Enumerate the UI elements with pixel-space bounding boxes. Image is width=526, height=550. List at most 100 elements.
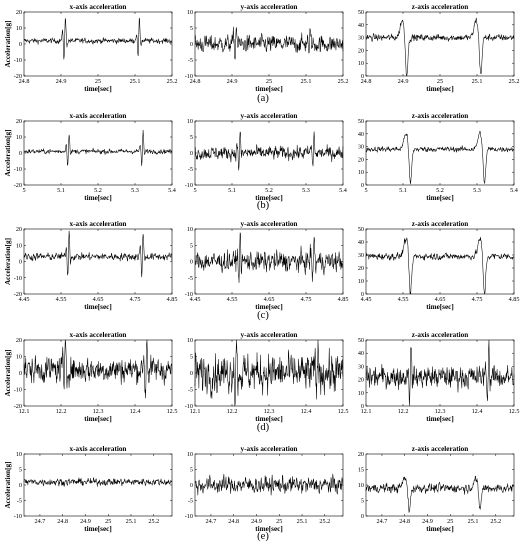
y-tick-label: 20 (16, 9, 22, 16)
x-tick-label: 24.8 (190, 78, 201, 85)
x-axis-label: time[sec] (426, 525, 454, 533)
x-tick-label: 24.7 (206, 518, 217, 525)
y-tick-label: 0 (361, 403, 364, 410)
series-line (365, 130, 515, 185)
plot-frame (365, 228, 515, 295)
y-axis-label: Acceleration[g] (4, 349, 12, 396)
y-tick-label: 10 (16, 451, 22, 458)
series-line (23, 129, 173, 167)
x-tick-label: 25.2 (148, 518, 159, 525)
x-axis-label: time[sec] (255, 415, 283, 423)
x-tick-label: 24.9 (398, 78, 409, 85)
y-tick-label: -10 (14, 275, 22, 282)
x-axis-label: time[sec] (255, 525, 283, 533)
y-tick-label: 40 (358, 350, 364, 357)
y-tick-label: 15 (358, 467, 364, 474)
y-tick-label: -10 (185, 73, 193, 80)
x-axis-label: time[sec] (84, 303, 112, 311)
row-caption: (e) (257, 531, 269, 542)
y-tick-label: 0 (190, 482, 193, 489)
y-tick-label: 20 (358, 377, 364, 384)
x-tick-label: 25.1 (472, 78, 483, 85)
series-line (365, 17, 515, 77)
x-tick-label: 25.2 (509, 78, 520, 85)
row-caption: (c) (257, 310, 269, 321)
y-tick-label: 20 (16, 337, 22, 344)
y-tick-label: 10 (358, 169, 364, 176)
panel-title: x-axis acceleration (70, 112, 127, 120)
y-tick-label: 0 (19, 259, 22, 266)
plot-frame (365, 339, 515, 407)
row-caption: (b) (257, 200, 270, 211)
x-tick-label: 5.2 (436, 187, 444, 194)
x-tick-label: 24.7 (377, 518, 388, 525)
y-tick-label: -10 (185, 513, 193, 520)
plot-frame (365, 120, 515, 186)
y-tick-label: 20 (358, 451, 364, 458)
panel-title: z-axis acceleration (412, 220, 468, 228)
x-tick-label: 25.1 (130, 78, 141, 85)
x-tick-label: 25 (437, 78, 443, 85)
series-line (365, 236, 515, 295)
panel-title: y-axis acceleration (241, 331, 298, 339)
x-tick-label: 25 (447, 518, 453, 525)
y-tick-label: 0 (19, 150, 22, 157)
x-tick-label: 5 (364, 187, 367, 194)
x-tick-label: 24.8 (228, 518, 239, 525)
y-tick-label: 10 (187, 226, 193, 233)
x-tick-label: 25.2 (319, 518, 330, 525)
x-tick-label: 25 (266, 78, 272, 85)
x-tick-label: 25.2 (167, 78, 178, 85)
y-tick-label: -10 (185, 403, 193, 410)
y-tick-label: 30 (358, 252, 364, 259)
y-tick-label: 0 (361, 73, 364, 80)
panel-title: y-axis acceleration (241, 112, 298, 120)
y-tick-label: 40 (358, 131, 364, 138)
y-tick-label: 50 (358, 226, 364, 233)
y-tick-label: -5 (188, 57, 193, 64)
series-line (23, 17, 173, 60)
y-tick-label: 0 (190, 150, 193, 157)
y-tick-label: 10 (358, 390, 364, 397)
panel-title: x-axis acceleration (70, 331, 127, 339)
y-tick-label: -20 (14, 291, 22, 298)
panel-1-3: z-axis acceleration 24.8 24.9 25 25.1 25.2 0 10… (358, 3, 520, 93)
y-tick-label: -5 (188, 498, 193, 505)
x-tick-label: 24.8 (399, 518, 410, 525)
y-tick-label: 0 (361, 513, 364, 520)
series-line (23, 339, 173, 399)
series-line (194, 26, 344, 60)
series-line (23, 477, 173, 487)
y-tick-label: 10 (16, 134, 22, 141)
y-tick-label: 30 (358, 35, 364, 42)
x-tick-label: 5.1 (399, 187, 407, 194)
plot-frame (365, 11, 515, 77)
x-tick-label: 25.1 (126, 518, 137, 525)
y-tick-label: 10 (358, 60, 364, 67)
y-tick-label: -5 (188, 275, 193, 282)
panel-3-2: y-axis acceleration 4.45 4.55 4.65 4.75 4.85 -… (185, 220, 349, 311)
y-tick-label: -20 (14, 403, 22, 410)
y-tick-label: -10 (14, 513, 22, 520)
panel-title: z-axis acceleration (412, 331, 468, 339)
y-tick-label: 10 (187, 9, 193, 16)
panel-title: z-axis acceleration (412, 112, 468, 120)
y-tick-label: -10 (14, 166, 22, 173)
x-tick-label: 12.5 (509, 408, 520, 415)
panel-title: z-axis acceleration (412, 445, 468, 453)
x-axis-label: time[sec] (426, 194, 454, 202)
panel-5-1: x-axis acceleration 24.7 24.8 24.9 25 25.1 25.… (4, 445, 173, 533)
x-tick-label: 5.1 (57, 187, 65, 194)
y-tick-label: 10 (187, 337, 193, 344)
x-tick-label: 12.4 (130, 408, 141, 415)
x-tick-label: 24.8 (361, 78, 372, 85)
y-tick-label: 0 (190, 41, 193, 48)
y-tick-label: 20 (358, 156, 364, 163)
y-tick-label: 50 (358, 9, 364, 16)
y-tick-label: 50 (358, 118, 364, 125)
x-tick-label: 5.2 (265, 187, 273, 194)
y-axis-label: Acceleration[g] (4, 238, 12, 285)
x-tick-label: 5.4 (510, 187, 518, 194)
y-tick-label: 50 (358, 337, 364, 344)
y-tick-label: 10 (16, 25, 22, 32)
